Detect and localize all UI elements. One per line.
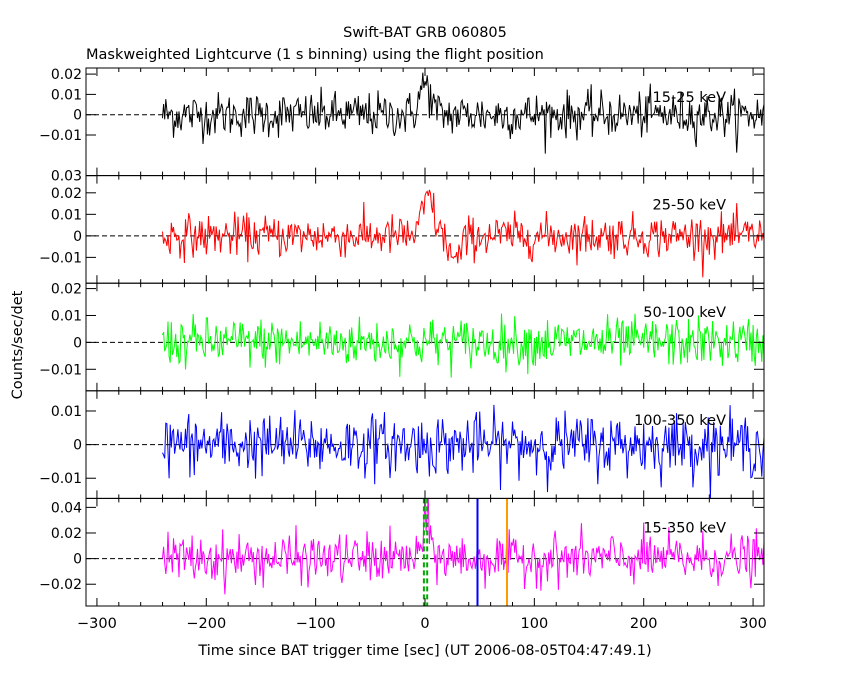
series-line-5: [162, 498, 765, 595]
series-line-4: [162, 404, 765, 499]
y-tick-label: −0.01: [39, 250, 82, 266]
y-tick-label: 0.03: [51, 169, 82, 185]
y-axis-label: Counts/sec/det: [10, 290, 26, 399]
panels-group: 0.02 0.01 0 −0.01 0.03 15-25 keV 0.02 0.01 0 −0.0…: [39, 67, 767, 632]
panel-2: 0.02 0.01 0 −0.01 25-50 keV: [39, 175, 765, 284]
band-label: 100-350 keV: [634, 413, 726, 429]
y-tick-label: 0: [73, 108, 82, 124]
x-tick-label: −200: [186, 616, 226, 632]
y-tick-label: −0.01: [39, 128, 82, 144]
y-tick-label: 0.02: [51, 186, 82, 202]
x-axis-label: Time since BAT trigger time [sec] (UT 20…: [197, 643, 651, 659]
x-tick-label: 200: [630, 616, 658, 632]
y-tick-label: 0.01: [51, 404, 82, 420]
chart-title: Swift-BAT GRB 060805: [343, 25, 507, 41]
x-tick-label: 0: [420, 616, 429, 632]
panel-3: 0.02 0.01 0 −0.01 50-100 keV: [39, 282, 765, 392]
y-tick-label: 0.02: [51, 526, 82, 542]
y-tick-label: −0.01: [39, 471, 82, 487]
y-tick-label: −0.02: [39, 577, 82, 593]
series-line-3: [162, 313, 765, 378]
x-tick-label: −300: [77, 616, 117, 632]
y-tick-label: 0.02: [51, 282, 82, 298]
x-tick-label: −100: [296, 616, 336, 632]
band-label: 50-100 keV: [643, 305, 726, 321]
panel-4: 0.01 0 −0.01 100-350 keV: [39, 390, 765, 499]
series-line-1: [162, 72, 765, 154]
y-tick-label: 0.04: [51, 500, 82, 516]
y-tick-label: 0: [73, 229, 82, 245]
y-tick-label: 0: [73, 438, 82, 454]
y-tick-label: 0: [73, 552, 82, 568]
y-tick-label: 0.01: [51, 87, 82, 103]
y-tick-label: 0: [73, 335, 82, 351]
band-label: 15-350 keV: [643, 520, 726, 536]
band-label: 15-25 keV: [653, 90, 727, 106]
chart-subtitle: Maskweighted Lightcurve (1 s binning) us…: [86, 47, 544, 63]
band-label: 25-50 keV: [653, 198, 727, 214]
y-tick-label: −0.01: [39, 362, 82, 378]
y-tick-label: 0.01: [51, 308, 82, 324]
series-line-2: [162, 189, 765, 278]
y-tick-label: 0.02: [51, 67, 82, 83]
panel-5: 0.04 0.02 0 −0.02 15-350 keV: [39, 497, 765, 607]
x-tick-label: 100: [521, 616, 549, 632]
y-tick-label: 0.01: [51, 207, 82, 223]
x-tick-label: 300: [739, 616, 767, 632]
panel-1: 0.02 0.01 0 −0.01 0.03 15-25 keV: [39, 67, 765, 185]
